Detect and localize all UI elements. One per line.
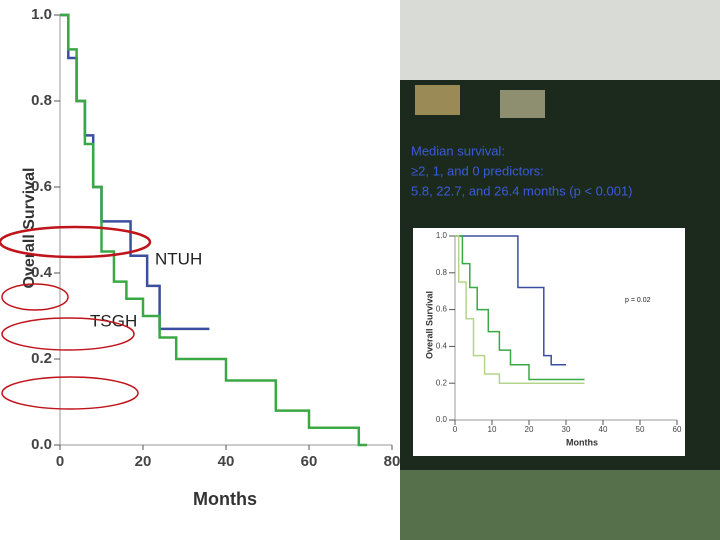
y-tick-label: 0.6 xyxy=(31,178,52,195)
survival-curve xyxy=(455,235,585,381)
decor xyxy=(415,85,460,115)
x-tick-label: 30 xyxy=(562,425,571,434)
highlight-ellipse xyxy=(1,283,69,311)
y-tick-label: 0.8 xyxy=(436,268,448,277)
median-text: Median survival: ≥2, 1, and 0 predictors… xyxy=(411,143,633,198)
x-axis-label: Months xyxy=(566,437,598,447)
survival-curve xyxy=(60,13,368,447)
y-tick-label: 0.8 xyxy=(31,92,52,109)
x-tick-label: 60 xyxy=(301,453,318,470)
y-tick-label: 0.4 xyxy=(436,342,448,351)
x-tick-label: 40 xyxy=(599,425,608,434)
x-axis-label: Months xyxy=(193,489,257,509)
inset-panel xyxy=(413,228,685,456)
y-tick-label: 0.6 xyxy=(436,305,448,314)
floor xyxy=(400,470,720,540)
text-line: Median survival: xyxy=(411,143,505,158)
survival-curve xyxy=(455,235,566,366)
x-tick-label: 80 xyxy=(384,453,401,470)
decor xyxy=(500,90,545,118)
y-tick-label: 1.0 xyxy=(436,231,448,240)
highlight-ellipse xyxy=(0,225,152,259)
y-tick-label: 1.0 xyxy=(31,6,52,23)
annotation: NTUH xyxy=(155,249,202,268)
y-axis-label: Overall Survival xyxy=(21,168,38,289)
y-tick-label: 0.0 xyxy=(31,436,52,453)
x-tick-label: 0 xyxy=(453,425,458,434)
survival-curve xyxy=(455,235,585,384)
x-tick-label: 20 xyxy=(135,453,152,470)
x-tick-label: 20 xyxy=(525,425,534,434)
highlights xyxy=(0,225,152,410)
y-tick-label: 0.2 xyxy=(31,350,52,367)
wall xyxy=(400,0,720,80)
x-tick-label: 10 xyxy=(488,425,497,434)
x-tick-label: 60 xyxy=(673,425,682,434)
y-tick-label: 0.0 xyxy=(436,415,448,424)
x-tick-label: 40 xyxy=(218,453,235,470)
highlight-ellipse xyxy=(1,376,139,410)
y-tick-label: 0.2 xyxy=(436,378,448,387)
annotation: p = 0.02 xyxy=(625,297,651,304)
y-tick-label: 0.4 xyxy=(31,264,53,281)
text-line: ≥2, 1, and 0 predictors: xyxy=(411,163,544,178)
y-axis-label: Overall Survival xyxy=(424,291,434,359)
x-tick-label: 0 xyxy=(56,453,64,470)
text-line: 5.8, 22.7, and 26.4 months (p < 0.001) xyxy=(411,183,633,198)
x-tick-label: 50 xyxy=(636,425,645,434)
highlight-ellipse xyxy=(1,317,135,351)
